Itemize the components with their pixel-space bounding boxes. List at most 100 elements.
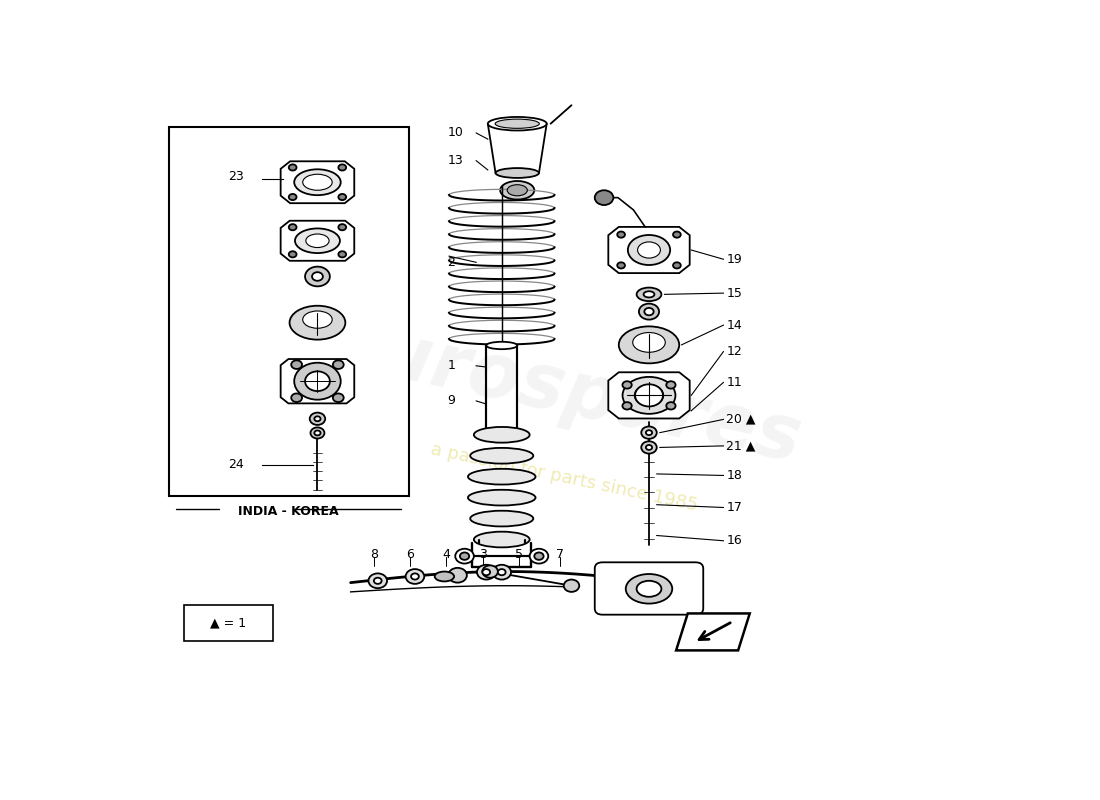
Bar — [184, 606, 273, 641]
Circle shape — [310, 427, 324, 438]
Circle shape — [623, 382, 631, 389]
Circle shape — [292, 360, 302, 369]
Circle shape — [294, 362, 341, 400]
Circle shape — [449, 568, 466, 582]
Text: 19: 19 — [726, 253, 742, 266]
Circle shape — [289, 164, 297, 170]
Text: 4: 4 — [442, 549, 450, 562]
Circle shape — [483, 566, 498, 578]
Circle shape — [339, 194, 346, 200]
Text: 24: 24 — [229, 458, 244, 471]
Text: eurospares: eurospares — [320, 306, 807, 478]
Circle shape — [315, 416, 320, 422]
Ellipse shape — [486, 342, 517, 349]
Polygon shape — [608, 227, 690, 273]
Circle shape — [641, 426, 657, 439]
Circle shape — [312, 272, 323, 281]
Text: 17: 17 — [726, 501, 742, 514]
Circle shape — [641, 442, 657, 454]
Text: 8: 8 — [370, 549, 378, 562]
Ellipse shape — [635, 385, 663, 406]
Circle shape — [292, 394, 302, 402]
Text: INDIA - KOREA: INDIA - KOREA — [239, 506, 339, 518]
Circle shape — [535, 553, 543, 560]
Text: 16: 16 — [726, 534, 742, 547]
Ellipse shape — [470, 510, 534, 526]
Bar — [168, 127, 409, 496]
Polygon shape — [280, 359, 354, 403]
Text: 23: 23 — [229, 170, 244, 182]
Circle shape — [483, 569, 491, 575]
Circle shape — [563, 579, 580, 592]
Circle shape — [411, 574, 419, 579]
Circle shape — [339, 251, 346, 258]
Ellipse shape — [487, 117, 547, 130]
Circle shape — [339, 224, 346, 230]
Text: 15: 15 — [726, 286, 742, 300]
Circle shape — [406, 569, 425, 584]
Ellipse shape — [474, 532, 530, 547]
Ellipse shape — [468, 469, 536, 485]
Ellipse shape — [638, 242, 660, 258]
Circle shape — [667, 402, 675, 410]
Circle shape — [477, 565, 495, 579]
Polygon shape — [280, 221, 354, 261]
Text: 13: 13 — [448, 154, 463, 167]
Circle shape — [289, 224, 297, 230]
Polygon shape — [676, 614, 750, 650]
Circle shape — [645, 308, 653, 315]
Ellipse shape — [637, 581, 661, 597]
Text: 9: 9 — [448, 394, 455, 407]
Circle shape — [305, 371, 330, 391]
Circle shape — [460, 553, 470, 560]
Circle shape — [368, 574, 387, 588]
Text: ▲ = 1: ▲ = 1 — [210, 617, 246, 630]
Text: 20 ▲: 20 ▲ — [726, 413, 756, 426]
Text: 1: 1 — [448, 359, 455, 372]
Ellipse shape — [302, 311, 332, 328]
Ellipse shape — [295, 229, 340, 253]
Circle shape — [595, 190, 614, 205]
Ellipse shape — [306, 234, 329, 247]
Text: 21 ▲: 21 ▲ — [726, 439, 756, 452]
Circle shape — [639, 303, 659, 320]
Circle shape — [617, 262, 625, 269]
Ellipse shape — [626, 574, 672, 603]
Circle shape — [646, 430, 652, 435]
Text: 2: 2 — [448, 256, 455, 269]
Circle shape — [289, 251, 297, 258]
Circle shape — [617, 231, 625, 238]
Ellipse shape — [434, 571, 454, 582]
Circle shape — [673, 262, 681, 269]
Text: 5: 5 — [515, 549, 522, 562]
Ellipse shape — [507, 185, 527, 196]
Ellipse shape — [500, 181, 535, 199]
Text: 3: 3 — [480, 549, 487, 562]
Text: 18: 18 — [726, 469, 742, 482]
Ellipse shape — [470, 448, 534, 463]
Text: a passion for parts since 1985: a passion for parts since 1985 — [429, 441, 698, 515]
Text: 10: 10 — [448, 126, 463, 139]
Polygon shape — [280, 162, 354, 203]
Circle shape — [623, 402, 631, 410]
Ellipse shape — [468, 490, 536, 506]
Text: 12: 12 — [726, 345, 742, 358]
Ellipse shape — [302, 174, 332, 190]
Circle shape — [305, 266, 330, 286]
Ellipse shape — [637, 287, 661, 301]
Circle shape — [646, 445, 652, 450]
Ellipse shape — [628, 235, 670, 265]
Circle shape — [339, 164, 346, 170]
Ellipse shape — [495, 119, 539, 128]
Circle shape — [667, 382, 675, 389]
Circle shape — [635, 384, 663, 406]
Circle shape — [289, 194, 297, 200]
Text: 7: 7 — [556, 549, 564, 562]
Circle shape — [455, 549, 474, 563]
Polygon shape — [608, 372, 690, 418]
Circle shape — [498, 569, 506, 575]
Ellipse shape — [619, 326, 679, 363]
Circle shape — [315, 430, 320, 435]
Circle shape — [333, 360, 343, 369]
FancyBboxPatch shape — [595, 562, 703, 614]
